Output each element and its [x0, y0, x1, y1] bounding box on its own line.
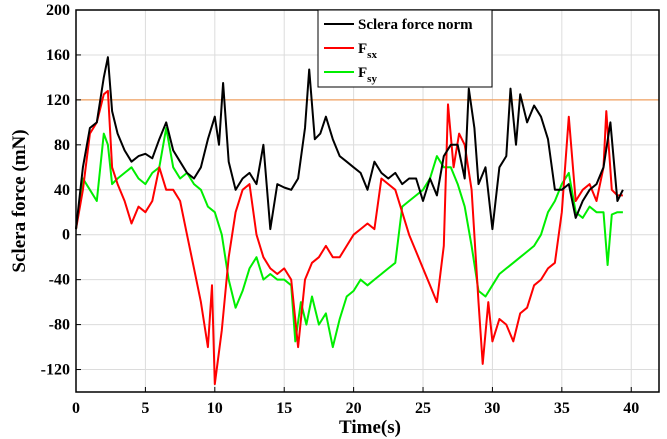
y-tick-label: -80	[49, 317, 70, 334]
x-tick-label: 40	[623, 400, 639, 417]
y-tick-label: 160	[46, 47, 70, 64]
series-group	[75, 56, 624, 386]
x-tick-label: 0	[72, 400, 80, 417]
y-tick-label: 80	[54, 137, 70, 154]
y-tick-label: 120	[46, 92, 70, 109]
x-tick-label: 35	[554, 400, 570, 417]
x-tick-label: 20	[346, 400, 362, 417]
x-axis-title: Time(s)	[339, 417, 401, 438]
series-line	[75, 89, 623, 386]
y-axis-title: Sclera force (mN)	[9, 129, 30, 272]
x-tick-label: 5	[141, 400, 149, 417]
y-tick-labels: -120 -80 -40 0 40 80 120 160 200	[41, 2, 81, 379]
y-tick-label: -40	[49, 272, 70, 289]
series-line	[75, 127, 623, 349]
x-tick-label: 15	[276, 400, 292, 417]
x-tick-label: 30	[484, 400, 500, 417]
y-tick-label: 200	[46, 2, 70, 19]
x-tick-label: 10	[207, 400, 223, 417]
x-tick-labels: 0 5 10 15 20 25 30 35 40	[72, 387, 639, 417]
legend-label: Sclera force norm	[358, 17, 473, 33]
y-tick-label: -120	[41, 362, 70, 379]
y-tick-label: 0	[62, 227, 70, 244]
series-line	[75, 56, 624, 231]
x-tick-label: 25	[415, 400, 431, 417]
y-tick-label: 40	[54, 182, 70, 199]
